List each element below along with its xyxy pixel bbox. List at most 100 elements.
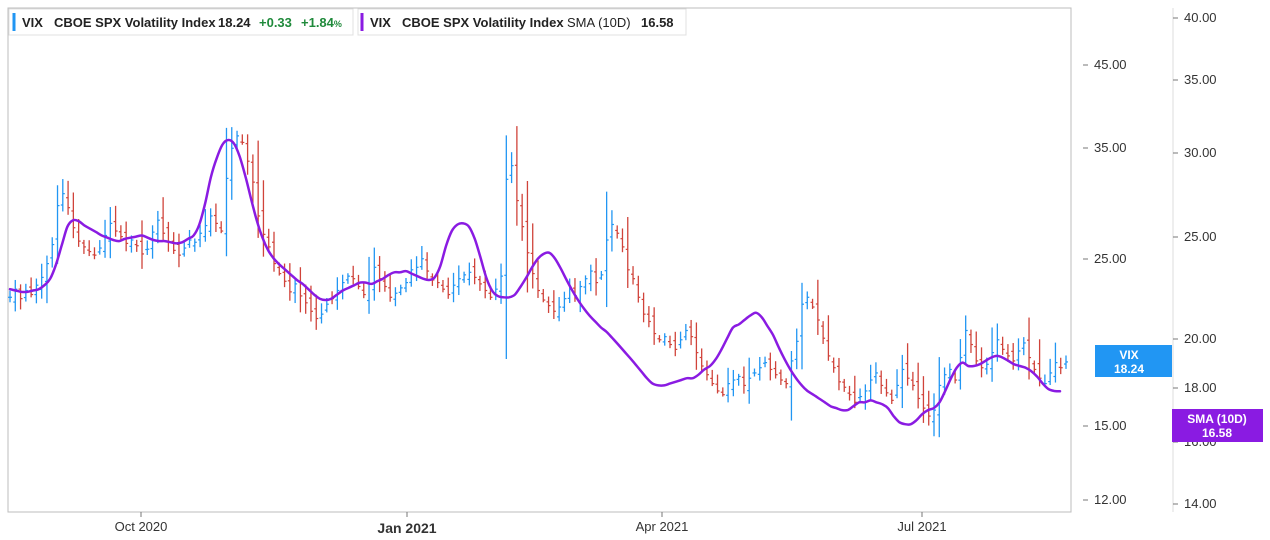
ohlc-bar bbox=[689, 319, 694, 346]
ohlc-bar bbox=[60, 179, 65, 212]
ohlc-bar bbox=[393, 287, 398, 307]
ohlc-bar bbox=[451, 272, 456, 303]
ohlc-bar bbox=[916, 362, 921, 409]
ohlc-bar bbox=[446, 277, 451, 299]
ohlc-bar bbox=[1053, 342, 1058, 383]
ohlc-bar bbox=[826, 315, 831, 361]
legend-sma[interactable]: VIX CBOE SPX Volatility Index SMA (10D) … bbox=[357, 8, 687, 36]
ohlc-bar bbox=[821, 321, 826, 344]
x-tick-label: Jul 2021 bbox=[897, 519, 946, 534]
ohlc-bar bbox=[103, 219, 108, 258]
ohlc-bar bbox=[620, 228, 625, 253]
legend-vix-name: CBOE SPX Volatility Index bbox=[54, 15, 216, 30]
ohlc-bar bbox=[889, 389, 894, 405]
ohlc-bar bbox=[477, 275, 482, 291]
inner-y-tick: 45.00 bbox=[1094, 57, 1127, 72]
ohlc-bar bbox=[741, 366, 746, 394]
legend-vix[interactable]: VIX CBOE SPX Volatility Index 18.24 +0.3… bbox=[8, 8, 354, 36]
ohlc-bar bbox=[361, 283, 366, 299]
ohlc-bar bbox=[87, 240, 92, 257]
ohlc-bar bbox=[836, 357, 841, 391]
ohlc-bar bbox=[852, 375, 857, 409]
ohlc-bar bbox=[419, 246, 424, 270]
ohlc-bar bbox=[224, 127, 229, 257]
ohlc-bar bbox=[382, 271, 387, 292]
ohlc-bar bbox=[97, 240, 102, 255]
inner-y-tick: 15.00 bbox=[1094, 418, 1127, 433]
ohlc-bar bbox=[92, 247, 97, 260]
ohlc-bar bbox=[213, 203, 218, 232]
ohlc-bar bbox=[372, 247, 377, 301]
legend-sma-symbol: VIX bbox=[370, 15, 391, 30]
ohlc-bar bbox=[198, 224, 203, 248]
ohlc-bar bbox=[652, 307, 657, 345]
ohlc-bar bbox=[752, 368, 757, 377]
ohlc-bar bbox=[272, 231, 276, 272]
x-tick-label: Jan 2021 bbox=[377, 520, 436, 536]
ohlc-bar bbox=[351, 265, 356, 285]
ohlc-bar bbox=[150, 225, 155, 259]
ohlc-bar bbox=[768, 352, 773, 381]
ohlc-bar bbox=[203, 209, 208, 242]
ohlc-bar bbox=[736, 373, 741, 386]
ohlc-bar bbox=[763, 356, 768, 368]
ohlc-bar bbox=[784, 378, 789, 389]
sma-value-badge: SMA (10D) 16.58 bbox=[1172, 409, 1263, 442]
ohlc-bar bbox=[1048, 358, 1053, 386]
ohlc-bar bbox=[161, 197, 166, 242]
ohlc-bar bbox=[388, 273, 393, 302]
ohlc-bar bbox=[646, 306, 651, 328]
ohlc-bar bbox=[229, 127, 234, 200]
ohlc-bar bbox=[910, 371, 915, 391]
ohlc-bar bbox=[609, 210, 614, 252]
ohlc-bar bbox=[55, 185, 60, 264]
ohlc-bar bbox=[145, 240, 150, 255]
ohlc-bar bbox=[847, 385, 852, 401]
ohlc-bar bbox=[319, 303, 324, 324]
ohlc-bar bbox=[8, 290, 12, 303]
x-tick-label: Oct 2020 bbox=[115, 519, 168, 534]
vix-badge-value: 18.24 bbox=[1114, 362, 1144, 376]
ohlc-bar bbox=[456, 265, 461, 296]
ohlc-bar bbox=[261, 180, 266, 257]
outer-y-axis: 40.00 35.00 30.00 25.00 20.00 18.00 16.0… bbox=[1173, 10, 1217, 511]
legend-sma-name: CBOE SPX Volatility Index bbox=[402, 15, 564, 30]
ohlc-bar bbox=[287, 263, 292, 301]
ohlc-bar bbox=[462, 271, 467, 283]
inner-y-tick: 12.00 bbox=[1094, 492, 1127, 507]
ohlc-bar bbox=[50, 237, 55, 268]
ohlc-bar bbox=[551, 290, 556, 319]
ohlc-bar bbox=[124, 221, 129, 252]
inner-y-axis: 45.00 35.00 25.00 15.00 12.00 bbox=[1083, 57, 1127, 507]
ohlc-bar bbox=[541, 288, 546, 303]
ohlc-bar bbox=[683, 323, 688, 341]
ohlc-bar bbox=[731, 369, 736, 397]
plot-area[interactable] bbox=[7, 7, 1072, 513]
outer-y-tick: 25.00 bbox=[1184, 229, 1217, 244]
ohlc-bar bbox=[440, 279, 445, 293]
legend-vix-symbol: VIX bbox=[22, 15, 43, 30]
ohlc-bar bbox=[805, 291, 810, 310]
ohlc-bar bbox=[968, 329, 973, 353]
ohlc-bar bbox=[404, 277, 408, 293]
ohlc-bar bbox=[76, 219, 81, 247]
ohlc-bar bbox=[398, 284, 403, 296]
ohlc-bar bbox=[219, 221, 224, 234]
ohlc-bar bbox=[546, 296, 551, 313]
ohlc-bar bbox=[425, 252, 430, 279]
ohlc-bar bbox=[562, 291, 567, 312]
ohlc-bar bbox=[155, 210, 160, 244]
ohlc-bar bbox=[134, 239, 139, 252]
ohlc-bar bbox=[1064, 355, 1068, 369]
ohlc-bar bbox=[509, 152, 514, 184]
ohlc-bar bbox=[625, 216, 630, 288]
ohlc-bar bbox=[18, 284, 23, 310]
sma-badge-label: SMA (10D) bbox=[1187, 412, 1247, 426]
ohlc-bar bbox=[884, 378, 889, 397]
ohlc-bar bbox=[895, 369, 900, 399]
ohlc-bar bbox=[773, 361, 778, 379]
ohlc-bar bbox=[520, 193, 525, 241]
ohlc-bar bbox=[726, 367, 731, 403]
ohlc-bar bbox=[504, 135, 509, 360]
